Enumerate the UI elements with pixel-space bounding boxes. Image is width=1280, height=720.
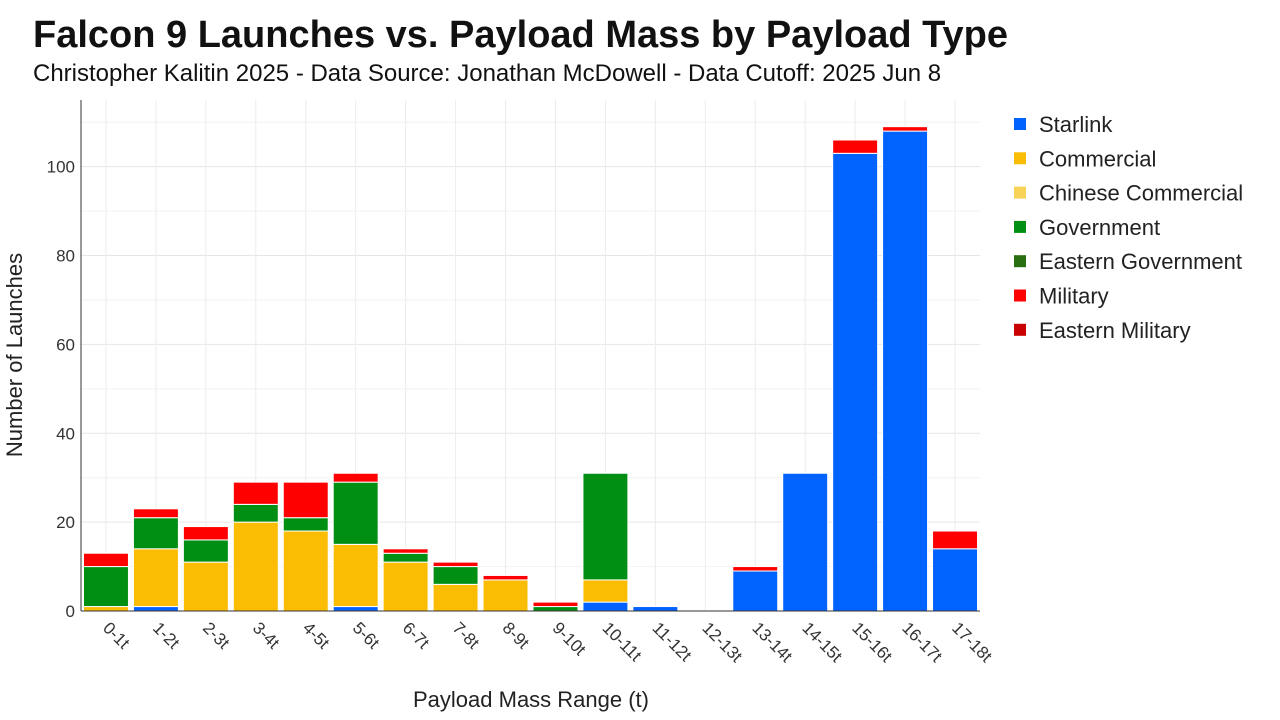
y-tick-label: 20 — [56, 513, 75, 532]
legend-swatch-starlink — [1014, 118, 1026, 130]
axes — [80, 100, 980, 612]
legend-label-eastern-government: Eastern Government — [1039, 249, 1242, 274]
x-tick-label: 4-5t — [299, 618, 333, 652]
x-tick-labels: 0-1t 1-2t 2-3t 3-4t 4-5t 5-6t 6-7t 7-8t 8-9t 9-10… — [99, 618, 996, 666]
x-tick-label: 6-7t — [399, 618, 433, 652]
bar-military-4-5t — [282, 481, 329, 519]
bar-commercial-3-4t — [232, 521, 279, 612]
legend-label-chinese-commercial: Chinese Commercial — [1039, 181, 1243, 206]
legend-swatch-eastern-government — [1014, 255, 1026, 268]
x-tick-label: 9-10t — [549, 618, 590, 659]
legend-label-commercial: Commercial — [1039, 146, 1156, 171]
legend-swatch-government — [1014, 220, 1026, 233]
chart-subtitle: Christopher Kalitin 2025 - Data Source: … — [33, 60, 942, 87]
bar-military-5-6t — [332, 472, 379, 483]
bar-starlink-17-18t — [932, 548, 979, 612]
x-tick-label: 17-18t — [948, 618, 996, 666]
y-tick-label: 40 — [56, 424, 75, 443]
x-tick-label: 10-11t — [599, 618, 646, 665]
y-tick-labels: 0 20 40 60 80 100 — [47, 158, 75, 621]
x-tick-label: 0-1t — [99, 618, 133, 652]
bar-military-15-16t — [832, 139, 879, 154]
bar-military-9-10t — [532, 601, 579, 608]
x-tick-label: 3-4t — [249, 618, 283, 652]
bar-government-0-1t — [82, 566, 129, 608]
bar-starlink-11-12t — [632, 606, 679, 612]
y-tick-label: 60 — [56, 335, 75, 354]
chart-title: Falcon 9 Launches vs. Payload Mass by Pa… — [33, 14, 1008, 56]
bar-military-7-8t — [432, 561, 479, 568]
bar-government-4-5t — [282, 517, 329, 532]
legend-label-starlink: Starlink — [1039, 112, 1113, 137]
bar-military-8-9t — [482, 574, 529, 581]
bar-military-13-14t — [732, 566, 779, 572]
bar-military-16-17t — [882, 126, 929, 132]
bars — [82, 126, 979, 612]
x-tick-label: 14-15t — [798, 618, 846, 666]
bar-commercial-8-9t — [482, 579, 529, 612]
bar-military-3-4t — [232, 481, 279, 505]
bar-starlink-1-2t — [132, 606, 179, 612]
bar-starlink-16-17t — [882, 130, 929, 612]
bar-commercial-4-5t — [282, 530, 329, 612]
bar-commercial-5-6t — [332, 543, 379, 608]
legend-label-government: Government — [1039, 215, 1160, 240]
x-tick-label: 16-17t — [898, 618, 946, 666]
bar-military-6-7t — [382, 548, 429, 554]
bar-starlink-13-14t — [732, 570, 779, 612]
x-tick-label: 15-16t — [848, 618, 896, 666]
bar-starlink-14-15t — [782, 472, 829, 612]
bar-military-2-3t — [182, 526, 229, 541]
x-tick-label: 5-6t — [349, 618, 383, 652]
bar-government-10-11t — [582, 472, 629, 581]
legend-swatch-military — [1014, 289, 1026, 302]
legend-swatch-chinese-commercial — [1014, 186, 1026, 199]
legend-swatch-commercial — [1014, 152, 1026, 165]
bar-government-7-8t — [432, 566, 479, 585]
bar-commercial-0-1t — [82, 606, 129, 612]
x-tick-label: 7-8t — [449, 618, 483, 652]
bar-government-3-4t — [232, 503, 279, 523]
x-axis-label: Payload Mass Range (t) — [413, 687, 649, 712]
bar-starlink-5-6t — [332, 606, 379, 612]
y-axis-label: Number of Launches — [2, 253, 27, 457]
x-tick-label: 1-2t — [149, 618, 183, 652]
bar-military-0-1t — [82, 552, 129, 568]
bar-government-5-6t — [332, 481, 379, 545]
bar-starlink-10-11t — [582, 601, 629, 612]
bar-government-1-2t — [132, 517, 179, 550]
bar-starlink-15-16t — [832, 152, 879, 612]
bar-commercial-6-7t — [382, 561, 429, 612]
y-tick-label: 0 — [66, 602, 75, 621]
x-tick-label: 12-13t — [698, 618, 746, 666]
bar-commercial-1-2t — [132, 548, 179, 608]
legend-label-military: Military — [1039, 284, 1109, 309]
x-tick-label: 2-3t — [199, 618, 233, 652]
bar-military-17-18t — [932, 530, 979, 550]
x-tick-label: 13-14t — [748, 618, 796, 666]
x-tick-label: 11-12t — [649, 618, 696, 665]
y-tick-label: 80 — [56, 247, 75, 266]
bar-commercial-10-11t — [582, 579, 629, 603]
bar-government-6-7t — [382, 552, 429, 563]
bar-commercial-2-3t — [182, 561, 229, 612]
bar-government-9-10t — [532, 606, 579, 612]
bar-commercial-7-8t — [432, 583, 479, 612]
bar-government-2-3t — [182, 539, 229, 563]
legend-label-eastern-military: Eastern Military — [1039, 318, 1191, 343]
bar-military-1-2t — [132, 508, 179, 519]
y-tick-label: 100 — [47, 158, 75, 177]
legend-swatch-eastern-military — [1014, 323, 1026, 336]
legend: Starlink Commercial Chinese Commercial Gove… — [1014, 112, 1243, 343]
x-tick-label: 8-9t — [499, 618, 533, 652]
